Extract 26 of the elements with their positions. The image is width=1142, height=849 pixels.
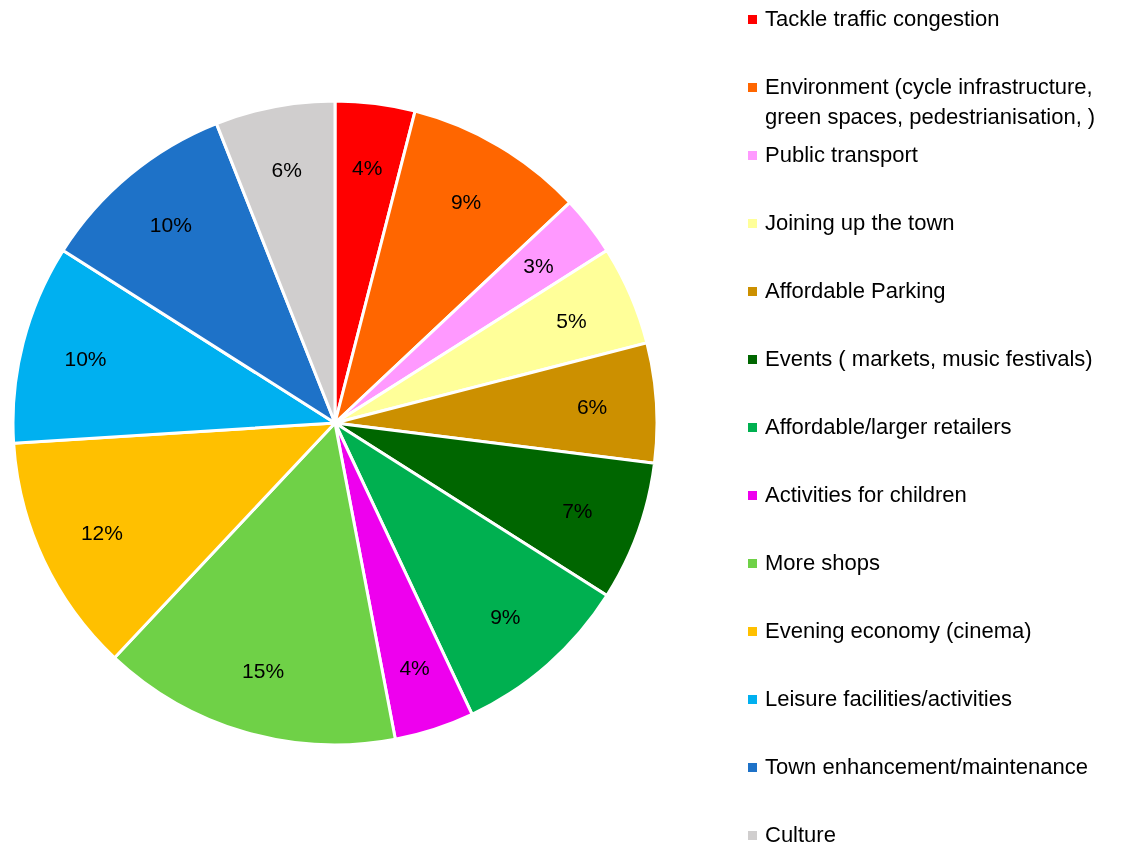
legend-label: Affordable/larger retailers (765, 413, 1012, 441)
legend-label: Events ( markets, music festivals) (765, 345, 1093, 373)
data-label: 9% (450, 189, 482, 213)
data-label: 3% (523, 253, 554, 277)
legend-label: Joining up the town (765, 209, 955, 237)
data-label: 5% (556, 309, 587, 333)
data-label: 12% (80, 521, 123, 545)
data-label: 9% (490, 604, 521, 628)
legend-label: Affordable Parking (765, 277, 946, 305)
legend-label: Leisure facilities/activities (765, 685, 1012, 713)
data-label: 6% (271, 158, 302, 182)
legend-label: Evening economy (cinema) (765, 617, 1032, 645)
data-label: 6% (576, 395, 608, 419)
legend-label: Activities for children (765, 481, 967, 509)
data-label: 10% (64, 347, 107, 371)
legend-label: Culture (765, 821, 836, 849)
data-label: 4% (352, 155, 383, 179)
legend-label: Public transport (765, 141, 918, 169)
legend-label: Town enhancement/maintenance (765, 753, 1088, 781)
legend-label: Tackle traffic congestion (765, 5, 1000, 33)
data-label: 7% (562, 498, 593, 522)
data-label: 4% (399, 656, 430, 680)
legend-label: Environment (cycle infrastructure, green spaces, pedestrianisation, ) (765, 73, 1097, 131)
data-label: 10% (149, 213, 192, 237)
data-label: 15% (242, 658, 285, 682)
legend-label: More shops (765, 549, 880, 577)
